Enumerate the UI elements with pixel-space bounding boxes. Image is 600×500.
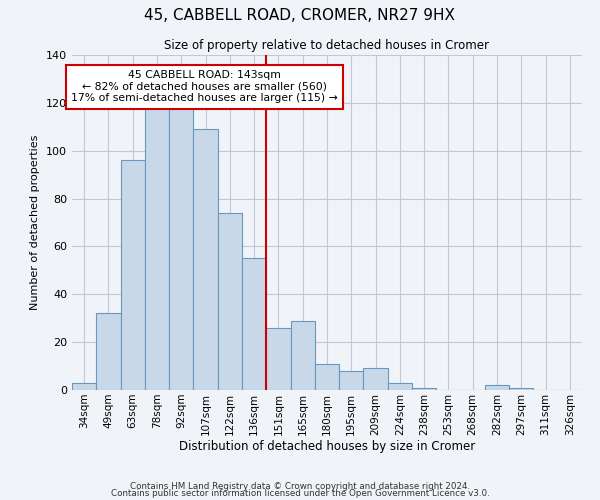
Text: Contains HM Land Registry data © Crown copyright and database right 2024.: Contains HM Land Registry data © Crown c…	[130, 482, 470, 491]
Bar	[290, 320, 315, 390]
X-axis label: Distribution of detached houses by size in Cromer: Distribution of detached houses by size …	[179, 440, 475, 454]
Bar	[388, 383, 412, 390]
Bar	[72, 383, 96, 390]
Bar	[121, 160, 145, 390]
Bar	[412, 388, 436, 390]
Bar	[364, 368, 388, 390]
Bar	[339, 371, 364, 390]
Bar	[169, 72, 193, 390]
Bar	[266, 328, 290, 390]
Bar	[485, 385, 509, 390]
Bar	[315, 364, 339, 390]
Bar	[509, 388, 533, 390]
Bar	[218, 213, 242, 390]
Bar	[145, 72, 169, 390]
Text: 45, CABBELL ROAD, CROMER, NR27 9HX: 45, CABBELL ROAD, CROMER, NR27 9HX	[145, 8, 455, 22]
Bar	[193, 129, 218, 390]
Bar	[96, 314, 121, 390]
Y-axis label: Number of detached properties: Number of detached properties	[31, 135, 40, 310]
Text: Contains public sector information licensed under the Open Government Licence v3: Contains public sector information licen…	[110, 490, 490, 498]
Title: Size of property relative to detached houses in Cromer: Size of property relative to detached ho…	[164, 40, 490, 52]
Text: 45 CABBELL ROAD: 143sqm
← 82% of detached houses are smaller (560)
17% of semi-d: 45 CABBELL ROAD: 143sqm ← 82% of detache…	[71, 70, 338, 103]
Bar	[242, 258, 266, 390]
